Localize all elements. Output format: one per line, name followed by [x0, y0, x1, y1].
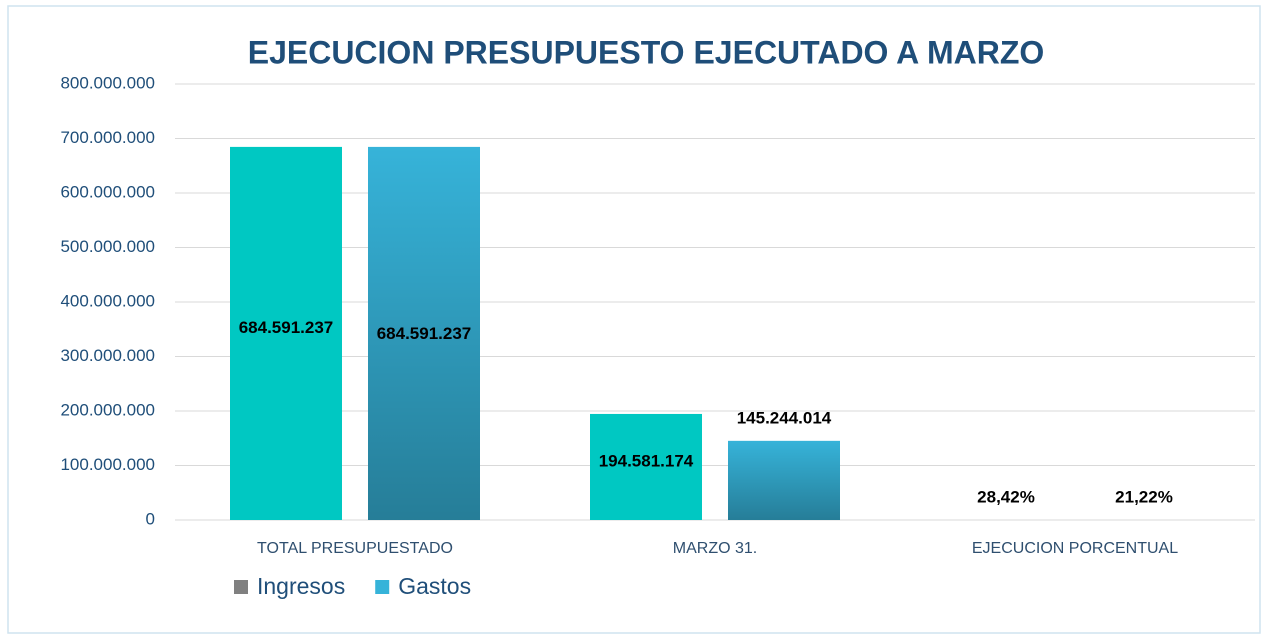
- y-tick-label: 500.000.000: [60, 237, 155, 256]
- bar-shade: [368, 146, 480, 521]
- chart-title: EJECUCION PRESUPUESTO EJECUTADO A MARZO: [248, 34, 1045, 70]
- bar: [590, 413, 702, 520]
- legend-swatch: [375, 580, 390, 594]
- y-tick-label: 200.000.000: [60, 400, 155, 419]
- y-tick-label: 800.000.000: [60, 73, 155, 92]
- data-label: 21,22%: [1115, 487, 1173, 506]
- legend-swatch: [234, 580, 248, 594]
- chart-frame: [7, 5, 1261, 634]
- y-tick-label: 300.000.000: [60, 346, 155, 365]
- y-tick-label: 600.000.000: [60, 182, 155, 201]
- y-tick-label: 700.000.000: [60, 128, 155, 147]
- x-tick-label: MARZO 31.: [673, 540, 757, 557]
- data-label: 194.581.174: [599, 451, 694, 470]
- legend-label: Ingresos: [257, 573, 345, 599]
- data-label: 684.591.237: [377, 324, 472, 343]
- y-tick-label: 100.000.000: [60, 455, 155, 474]
- data-label: 684.591.237: [239, 318, 334, 337]
- legend-label: Gastos: [398, 573, 471, 599]
- bar-shade: [728, 440, 840, 520]
- x-tick-label: EJECUCION PORCENTUAL: [972, 540, 1178, 557]
- y-tick-label: 400.000.000: [60, 291, 155, 310]
- data-label: 28,42%: [977, 487, 1035, 506]
- y-tick-label: 0: [146, 509, 155, 528]
- data-label: 145.244.014: [737, 408, 832, 427]
- bar: [230, 146, 342, 521]
- x-tick-label: TOTAL PRESUPUESTADO: [257, 540, 453, 557]
